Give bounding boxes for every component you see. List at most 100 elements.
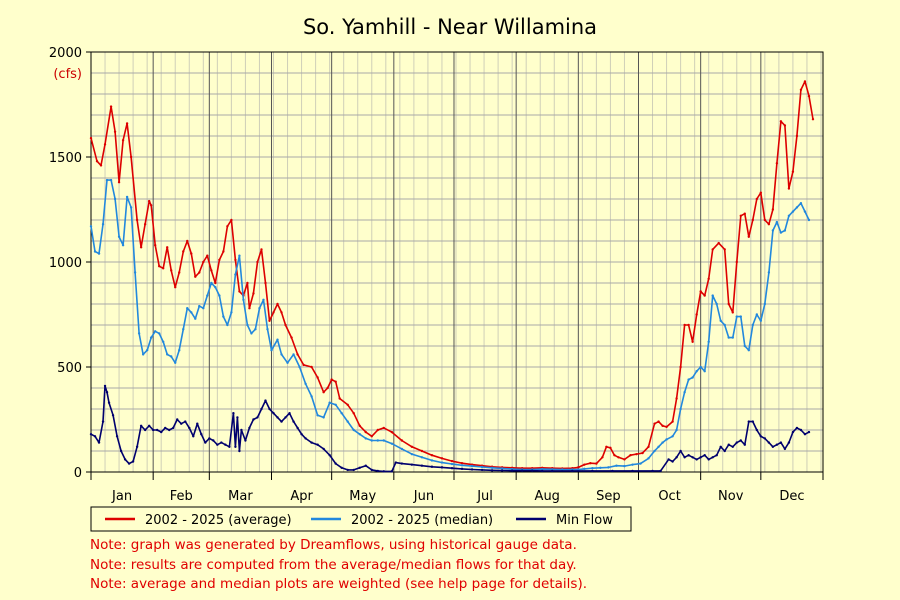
series-point-1 bbox=[145, 349, 149, 352]
series-point-0 bbox=[775, 162, 779, 165]
series-point-1 bbox=[687, 378, 690, 381]
series-point-2 bbox=[394, 461, 398, 464]
series-point-2 bbox=[480, 468, 484, 472]
series-point-0 bbox=[751, 218, 755, 222]
series-point-0 bbox=[264, 281, 267, 285]
series-point-2 bbox=[591, 469, 594, 473]
series-point-0 bbox=[771, 208, 775, 211]
series-point-1 bbox=[647, 457, 650, 460]
series-point-0 bbox=[334, 380, 337, 383]
series-point-0 bbox=[767, 223, 771, 226]
series-point-0 bbox=[807, 94, 811, 98]
series-point-2 bbox=[510, 469, 514, 472]
series-point-2 bbox=[151, 428, 155, 432]
series-point-2 bbox=[252, 418, 255, 421]
series-point-1 bbox=[105, 178, 109, 182]
series-point-2 bbox=[119, 449, 123, 453]
series-point-2 bbox=[101, 420, 105, 423]
series-point-0 bbox=[226, 225, 229, 228]
series-point-0 bbox=[202, 260, 205, 264]
series-point-0 bbox=[641, 451, 644, 455]
series-point-0 bbox=[665, 425, 668, 429]
series-point-1 bbox=[450, 462, 454, 466]
series-point-2 bbox=[280, 420, 283, 423]
series-point-2 bbox=[695, 458, 698, 461]
series-point-2 bbox=[739, 439, 742, 442]
series-point-0 bbox=[739, 214, 742, 217]
series-point-2 bbox=[390, 470, 394, 473]
series-point-0 bbox=[346, 403, 349, 406]
series-point-2 bbox=[316, 443, 319, 446]
series-point-2 bbox=[771, 445, 775, 448]
series-point-1 bbox=[149, 336, 153, 339]
series-point-2 bbox=[719, 445, 722, 448]
series-point-2 bbox=[711, 456, 714, 459]
series-point-2 bbox=[200, 433, 203, 436]
legend-label: 2002 - 2025 (average) bbox=[145, 513, 292, 528]
series-point-0 bbox=[799, 88, 803, 92]
series-point-2 bbox=[803, 433, 807, 436]
series-point-1 bbox=[292, 353, 295, 356]
series-point-1 bbox=[747, 349, 750, 352]
series-point-2 bbox=[135, 445, 139, 448]
series-point-0 bbox=[147, 199, 151, 203]
series-point-0 bbox=[222, 250, 225, 253]
series-point-2 bbox=[352, 468, 355, 472]
series-point-1 bbox=[376, 439, 379, 442]
series-point-1 bbox=[653, 449, 656, 453]
series-point-1 bbox=[731, 336, 734, 339]
series-point-0 bbox=[577, 466, 580, 469]
series-point-2 bbox=[89, 433, 93, 436]
series-point-2 bbox=[490, 469, 494, 472]
series-point-2 bbox=[727, 443, 730, 446]
series-point-2 bbox=[208, 437, 211, 440]
series-point-2 bbox=[238, 449, 241, 453]
series-point-2 bbox=[531, 469, 534, 472]
series-point-0 bbox=[252, 292, 255, 295]
x-month-label: Oct bbox=[658, 489, 680, 504]
series-point-0 bbox=[139, 246, 143, 249]
series-point-1 bbox=[551, 468, 554, 471]
series-point-2 bbox=[520, 469, 524, 472]
series-point-2 bbox=[244, 439, 247, 442]
series-point-0 bbox=[787, 187, 791, 190]
series-point-1 bbox=[352, 428, 355, 432]
x-month-label: Aug bbox=[535, 489, 560, 504]
series-point-1 bbox=[775, 220, 779, 224]
series-point-1 bbox=[615, 464, 618, 467]
series-point-2 bbox=[460, 467, 464, 471]
series-point-0 bbox=[791, 170, 795, 173]
x-month-label: Feb bbox=[170, 489, 193, 504]
series-point-0 bbox=[330, 378, 333, 381]
series-point-0 bbox=[129, 155, 133, 159]
series-line-0 bbox=[90, 80, 814, 470]
x-month-label: Nov bbox=[718, 489, 744, 504]
series-point-0 bbox=[256, 260, 259, 264]
series-point-0 bbox=[272, 311, 275, 314]
series-point-1 bbox=[322, 416, 325, 419]
series-point-0 bbox=[703, 294, 706, 297]
series-point-0 bbox=[695, 313, 698, 316]
series-point-1 bbox=[182, 328, 185, 331]
series-point-2 bbox=[779, 441, 783, 444]
series-point-0 bbox=[440, 457, 444, 460]
series-point-1 bbox=[206, 294, 209, 297]
series-point-1 bbox=[683, 391, 686, 394]
series-point-1 bbox=[795, 206, 799, 209]
series-point-2 bbox=[256, 416, 259, 419]
series-point-0 bbox=[206, 254, 209, 257]
series-point-1 bbox=[101, 223, 105, 226]
series-point-2 bbox=[159, 430, 163, 434]
series-point-2 bbox=[322, 447, 325, 451]
series-point-1 bbox=[262, 298, 265, 301]
series-point-1 bbox=[358, 433, 361, 436]
series-point-1 bbox=[787, 214, 791, 217]
series-point-1 bbox=[803, 210, 807, 213]
series-point-0 bbox=[450, 459, 454, 463]
series-point-0 bbox=[629, 454, 632, 457]
x-month-label: Mar bbox=[228, 489, 253, 504]
series-point-1 bbox=[771, 229, 775, 232]
series-point-0 bbox=[683, 323, 686, 327]
series-point-1 bbox=[665, 438, 668, 441]
